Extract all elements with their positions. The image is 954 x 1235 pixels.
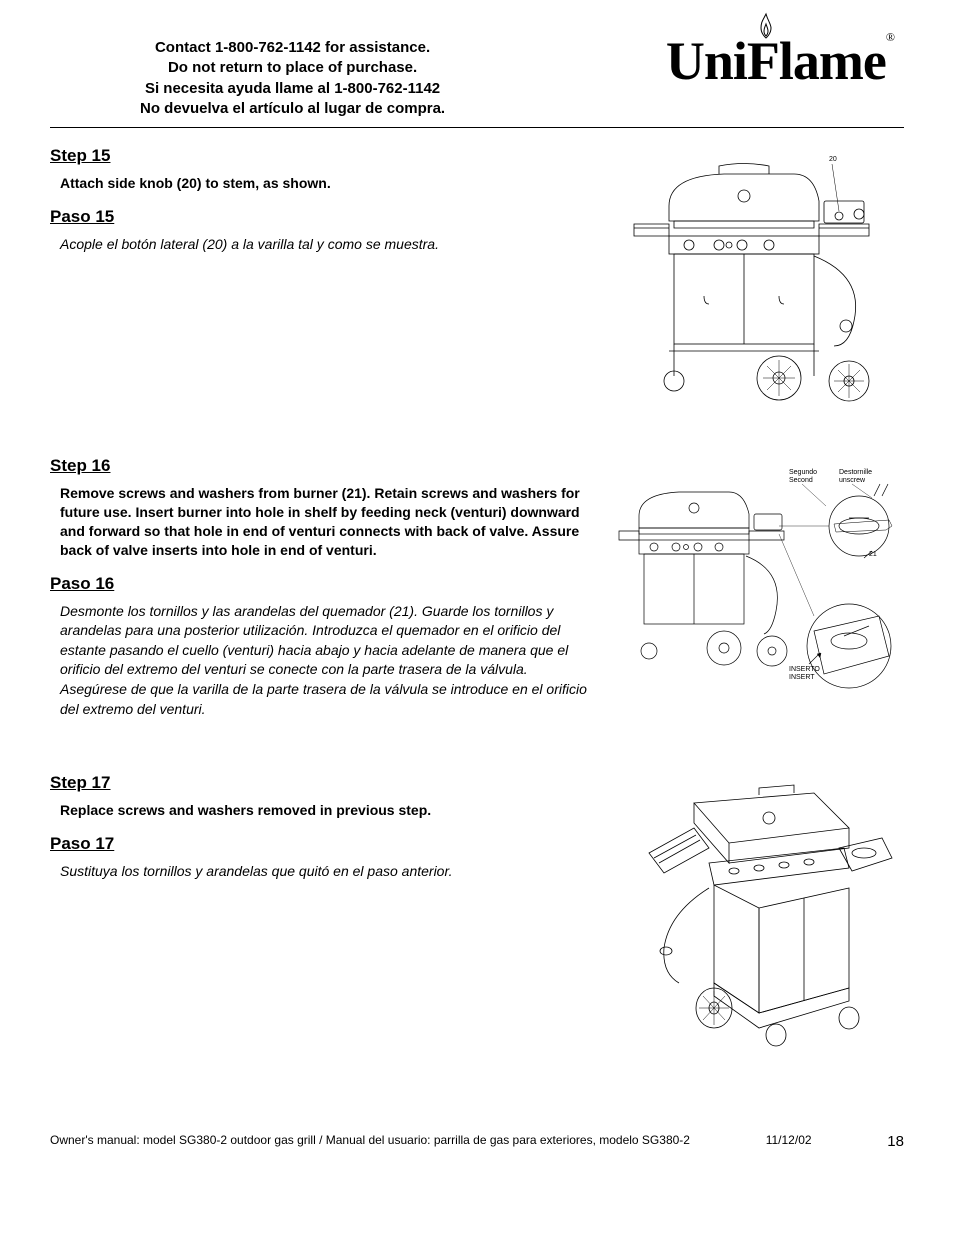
- step-title-es: Paso 15: [50, 207, 590, 227]
- step-title-es: Paso 17: [50, 834, 590, 854]
- step-body-es: Desmonte los tornillos y las arandelas d…: [60, 602, 590, 720]
- footer-left: Owner's manual: model SG380-2 outdoor ga…: [50, 1133, 690, 1150]
- label-21: 21: [869, 551, 877, 558]
- step-17-illustration: [614, 773, 904, 1063]
- step-body-es: Sustituya los tornillos y arandelas que …: [60, 862, 590, 882]
- step-17-block: Step 17 Replace screws and washers remov…: [50, 773, 904, 1063]
- flame-icon: [756, 12, 776, 47]
- step-body-es: Acople el botón lateral (20) a la varill…: [60, 235, 590, 255]
- step-title-en: Step 17: [50, 773, 590, 793]
- step-16-illustration: Segundo Second Destornille unscrew 21 IN…: [614, 456, 904, 716]
- label-second: Second: [789, 477, 813, 484]
- brand-logo: UniFlame®: [666, 30, 904, 92]
- footer-date: 11/12/02: [766, 1133, 812, 1150]
- step-16-text: Step 16 Remove screws and washers from b…: [50, 456, 610, 733]
- step-17-text: Step 17 Replace screws and washers remov…: [50, 773, 610, 895]
- label-20: 20: [829, 156, 837, 163]
- page-footer: Owner's manual: model SG380-2 outdoor ga…: [50, 1123, 904, 1150]
- contact-line: Si necesita ayuda llame al 1-800-762-114…: [140, 79, 445, 99]
- step-title-en: Step 15: [50, 146, 590, 166]
- page-header: Contact 1-800-762-1142 for assistance. D…: [50, 30, 904, 128]
- label-destornille: Destornille: [839, 469, 872, 476]
- step-16-block: Step 16 Remove screws and washers from b…: [50, 456, 904, 733]
- step-title-es: Paso 16: [50, 574, 590, 594]
- step-body-en: Attach side knob (20) to stem, as shown.: [60, 174, 590, 193]
- step-15-block: Step 15 Attach side knob (20) to stem, a…: [50, 146, 904, 416]
- footer-page: 18: [887, 1133, 904, 1150]
- registered-mark: ®: [886, 30, 894, 44]
- label-unscrew: unscrew: [839, 477, 866, 484]
- label-segundo: Segundo: [789, 469, 817, 476]
- step-15-text: Step 15 Attach side knob (20) to stem, a…: [50, 146, 610, 268]
- contact-info: Contact 1-800-762-1142 for assistance. D…: [50, 30, 445, 119]
- contact-line: Do not return to place of purchase.: [140, 58, 445, 78]
- step-body-en: Replace screws and washers removed in pr…: [60, 801, 590, 820]
- contact-line: Contact 1-800-762-1142 for assistance.: [140, 38, 445, 58]
- step-title-en: Step 16: [50, 456, 590, 476]
- contact-line: No devuelva el artículo al lugar de comp…: [140, 99, 445, 119]
- step-body-en: Remove screws and washers from burner (2…: [60, 484, 590, 560]
- step-15-illustration: 20: [614, 146, 904, 416]
- label-insert: INSERT: [789, 674, 815, 681]
